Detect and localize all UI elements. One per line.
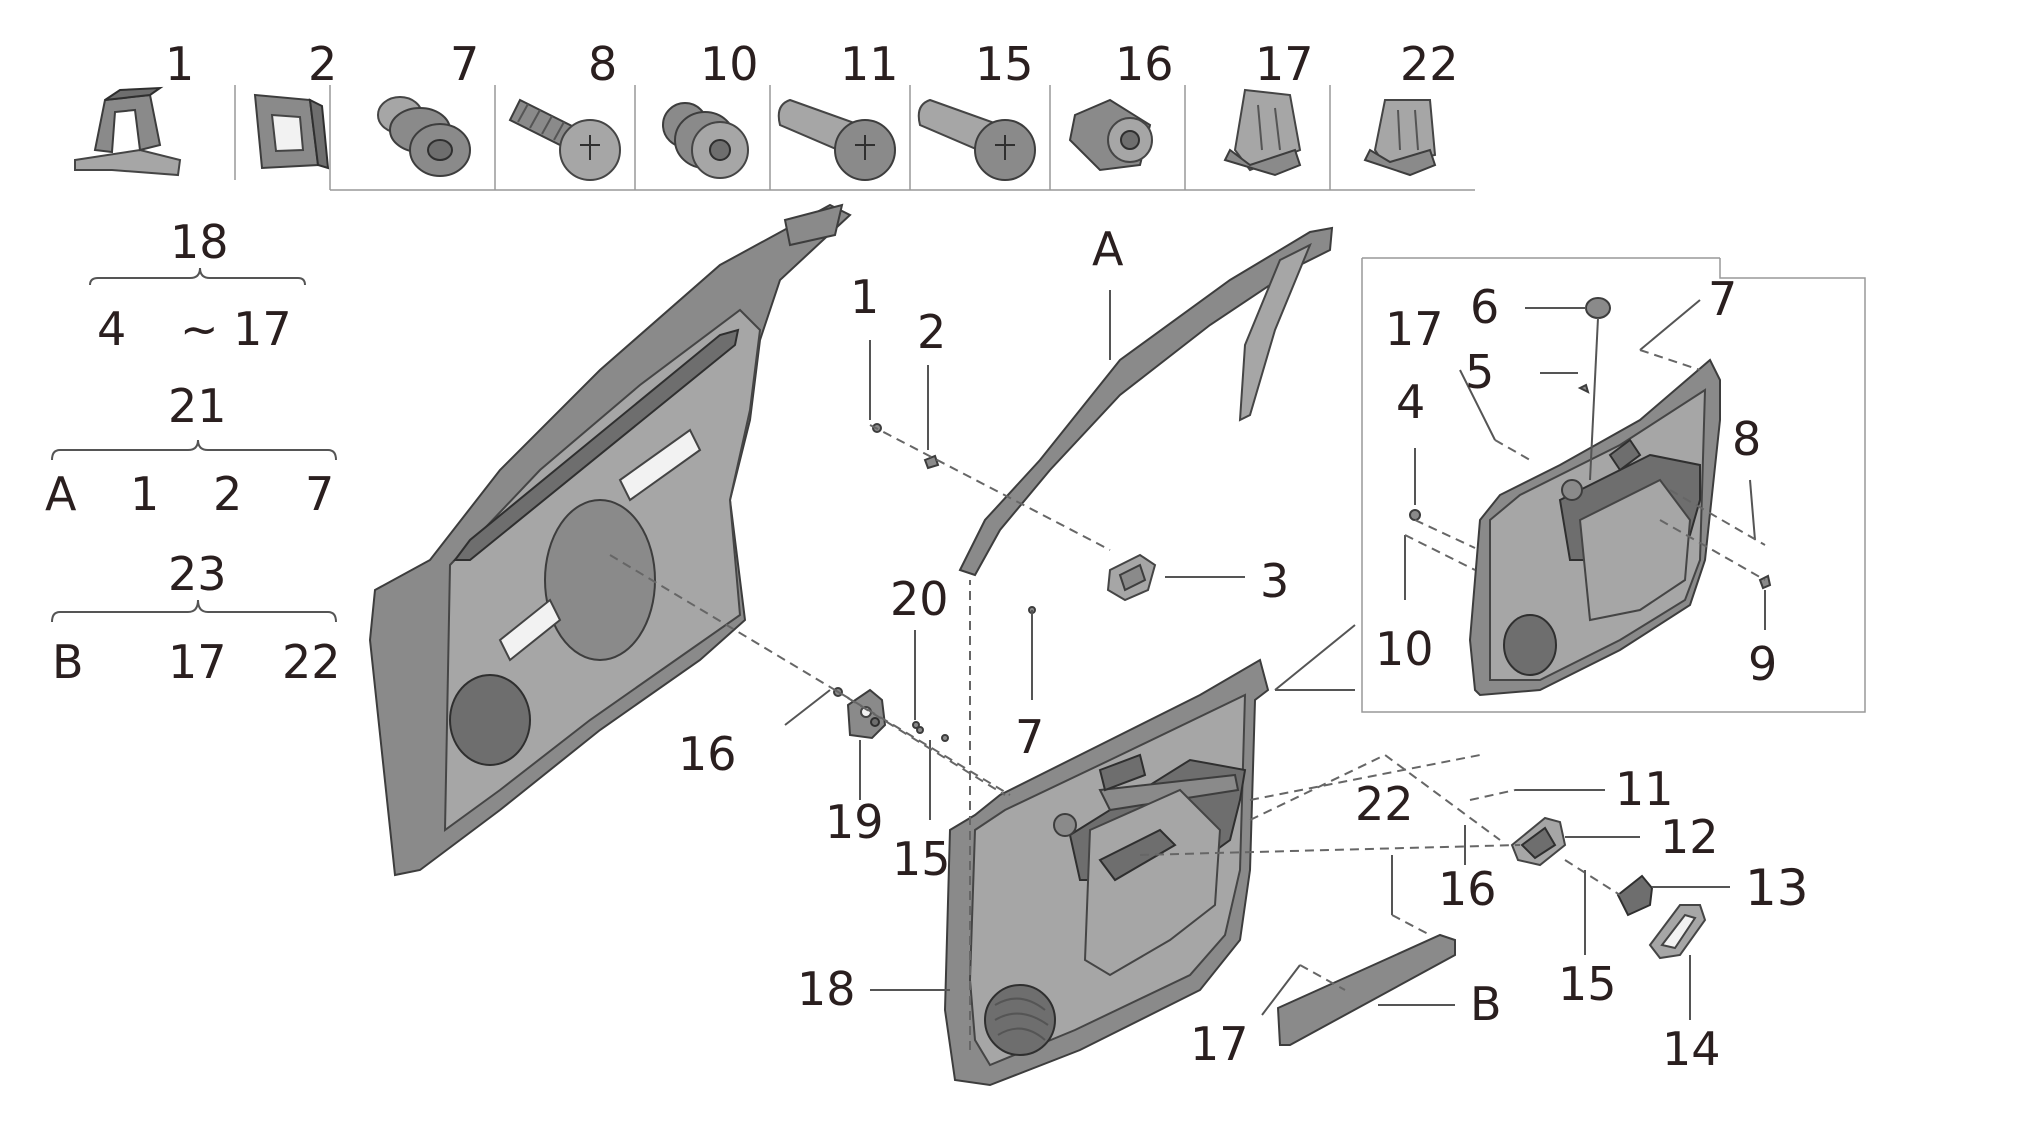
door-shell: [368, 203, 852, 877]
callout-18: 18: [797, 962, 856, 1016]
screw-part-8: [508, 98, 621, 181]
callout-16-left: 16: [678, 727, 737, 781]
callout-labels: 1 2 3 A 7 20 16 19 15 18 22 17 B 11 12 1…: [678, 222, 1809, 1076]
callout-2: 2: [917, 305, 946, 359]
callout-15-left: 15: [892, 832, 951, 886]
grommet-nut-part-16: [1068, 98, 1153, 172]
callout-A: A: [1092, 222, 1124, 276]
inset-callout-9: 9: [1748, 637, 1777, 691]
group-21-member-7: 7: [305, 467, 334, 521]
callout-19: 19: [825, 795, 884, 849]
group-21-member-2: 2: [213, 467, 242, 521]
inset-callout-7: 7: [1708, 272, 1737, 326]
callout-1: 1: [850, 270, 879, 324]
exploded-fasteners: [833, 423, 1157, 742]
header-label-22: 22: [1400, 37, 1459, 91]
inset-callout-5: 5: [1465, 345, 1494, 399]
switch-cap-13: [1616, 874, 1654, 917]
group-21-member-A: A: [45, 467, 77, 521]
inset-callout-17: 17: [1385, 302, 1444, 356]
callout-14: 14: [1662, 1022, 1721, 1076]
header-label-11: 11: [840, 37, 899, 91]
callout-3: 3: [1260, 554, 1289, 608]
group-23-member-17: 17: [168, 635, 227, 689]
switch-bezel-12: [1510, 816, 1567, 867]
door-trim-panel-main: [943, 658, 1270, 1087]
header-label-17: 17: [1255, 37, 1314, 91]
group-18-member-17: ~ 17: [180, 302, 292, 356]
push-clip-part-7: [377, 96, 471, 177]
hinge-bracket-19: [846, 688, 887, 740]
header-label-2: 2: [308, 37, 337, 91]
clip-bracket-part-1: [74, 86, 182, 177]
callout-20: 20: [890, 572, 949, 626]
inset-callout-8: 8: [1732, 412, 1761, 466]
group-23-member-22: 22: [282, 635, 341, 689]
callout-12: 12: [1660, 810, 1719, 864]
spring-clip-part-22: [1363, 99, 1437, 177]
callout-22: 22: [1355, 777, 1414, 831]
header-label-7: 7: [450, 37, 479, 91]
fastener-header-strip: 1 2 7 8 10: [74, 37, 1475, 191]
callout-11: 11: [1615, 762, 1674, 816]
group-21-label: 21: [168, 379, 227, 433]
rivet-nut-part-10: [662, 102, 749, 179]
header-label-1: 1: [165, 37, 194, 91]
group-23-label: 23: [168, 547, 227, 601]
inset-callout-4: 4: [1396, 375, 1425, 429]
group-21-member-1: 1: [130, 467, 159, 521]
callout-15-right: 15: [1558, 957, 1617, 1011]
header-label-15: 15: [975, 37, 1034, 91]
door-trim-strip-B: [1276, 933, 1456, 1046]
callout-17: 17: [1190, 1017, 1249, 1071]
inset-callout-6: 6: [1470, 280, 1499, 334]
plastic-pin-part-15: [917, 98, 1036, 181]
inset-detail-box: [1274, 257, 1866, 713]
square-grommet-part-2: [253, 93, 330, 170]
leader-lines: [609, 290, 1766, 1050]
spring-clip-part-17: [1223, 88, 1302, 177]
group-23-member-B: B: [52, 635, 84, 689]
belt-moulding-A: [958, 226, 1334, 577]
callout-7: 7: [1015, 710, 1044, 764]
header-label-10: 10: [700, 37, 759, 91]
header-label-8: 8: [588, 37, 617, 91]
callout-13: 13: [1745, 859, 1809, 917]
grouping-legend: 18 4 ~ 17 21 A 1 2 7 23 B 17 22: [45, 215, 341, 689]
inset-callout-10: 10: [1375, 622, 1434, 676]
callout-16-right: 16: [1438, 862, 1497, 916]
callout-B: B: [1470, 977, 1502, 1031]
group-18-member-4: 4: [97, 302, 126, 356]
plastic-pin-part-11: [777, 98, 896, 181]
group-18-label: 18: [170, 215, 229, 269]
switch-gasket-14: [1648, 904, 1707, 960]
header-label-16: 16: [1115, 37, 1174, 91]
